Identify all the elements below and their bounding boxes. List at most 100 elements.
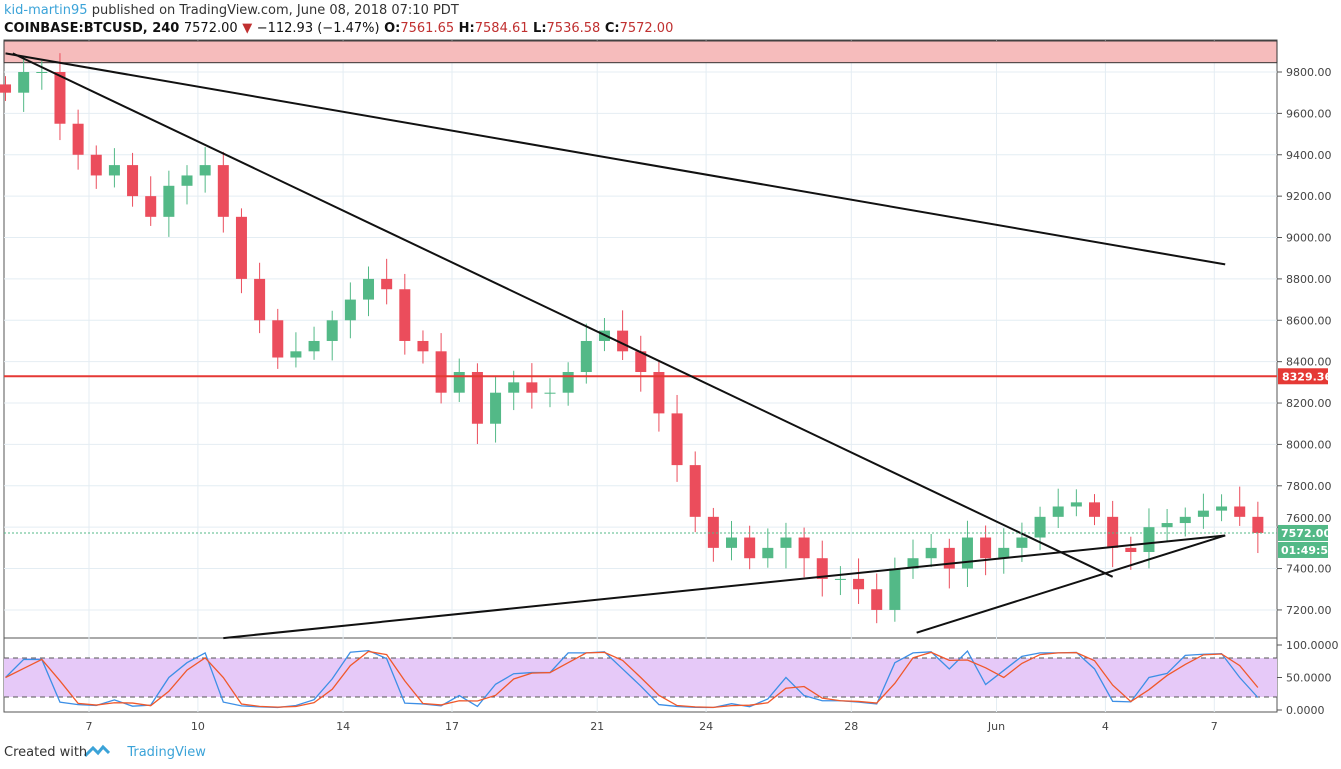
- candle-body: [726, 537, 738, 548]
- candle-body: [399, 289, 411, 341]
- candle-body: [798, 537, 810, 559]
- candle-body: [145, 196, 157, 217]
- last-price-bg: [1278, 524, 1328, 541]
- candle-body: [1197, 510, 1209, 517]
- last-price: 7572.00: [183, 21, 238, 36]
- candle-body: [1089, 502, 1101, 517]
- price-tick-label: 8400.00: [1286, 355, 1332, 368]
- candle-body: [1052, 506, 1064, 517]
- high-value: 7584.61: [474, 21, 529, 36]
- candle-body: [127, 165, 139, 197]
- price-tick-label: 9400.00: [1286, 149, 1332, 162]
- candle-body: [471, 372, 483, 424]
- candle-body: [108, 165, 120, 176]
- date-tick-label: 14: [336, 720, 350, 733]
- candle-body: [853, 578, 865, 590]
- price-tick-label: 8000.00: [1286, 438, 1332, 451]
- candle-body: [381, 278, 393, 290]
- candle-body: [526, 382, 538, 393]
- date-tick-label: 21: [590, 720, 604, 733]
- date-tick-label: 10: [191, 720, 205, 733]
- trendline: [5, 52, 1226, 266]
- candle-body: [762, 547, 774, 559]
- tradingview-link[interactable]: TradingView: [127, 745, 206, 760]
- candle-body: [1234, 506, 1246, 517]
- low-value: 7536.58: [546, 21, 601, 36]
- last-price-label: 7572.00: [1281, 527, 1331, 540]
- date-tick-label: 7: [1211, 720, 1218, 733]
- price-tick-label: 7600.00: [1286, 512, 1332, 525]
- candle-body: [199, 165, 211, 176]
- candle-body: [18, 72, 30, 93]
- candle-body: [272, 320, 284, 358]
- price-tick-label: 8600.00: [1286, 314, 1332, 327]
- candle-body: [36, 72, 48, 73]
- price-tick-label: 7200.00: [1286, 604, 1332, 617]
- candle-body: [980, 537, 992, 559]
- trendline: [223, 534, 1226, 640]
- candle-body: [508, 382, 520, 393]
- candle-body: [54, 72, 66, 124]
- candle-body: [72, 123, 84, 155]
- candle-body: [181, 175, 193, 186]
- price-tick-label: 9000.00: [1286, 232, 1332, 245]
- candle-body: [689, 465, 701, 517]
- price-tick-label: 7800.00: [1286, 480, 1332, 493]
- stoch-k-line: [5, 649, 1259, 709]
- candle-body: [544, 392, 556, 394]
- trendline: [12, 52, 1114, 578]
- candle-body: [326, 320, 338, 341]
- candle-body: [707, 516, 719, 548]
- o-label: O:: [384, 21, 401, 36]
- price-chart[interactable]: 9800.00 9600.00 9400.00 9200.00 9000.00 8800.…: [0, 0, 1341, 740]
- created-with: Created with: [4, 745, 88, 760]
- candle-body: [580, 340, 592, 373]
- date-tick-label: 7: [86, 720, 93, 733]
- stoch-tick-label: 50.0000: [1286, 672, 1332, 685]
- publish-info: kid-martin95 published on TradingView.co…: [4, 3, 459, 18]
- candle-body: [1107, 516, 1119, 548]
- candle-body: [617, 330, 629, 352]
- resistance-zone: [3, 40, 1278, 64]
- stoch-tick-label: 100.0000: [1286, 639, 1339, 652]
- candle-body: [1016, 537, 1028, 548]
- change: −112.93 (−1.47%): [256, 21, 380, 36]
- hline-label-bg: [1278, 368, 1328, 385]
- candle-body: [363, 278, 375, 300]
- stoch-d-line: [5, 650, 1259, 709]
- candle-body: [635, 351, 647, 373]
- countdown-label: 01:49:57: [1281, 544, 1336, 557]
- candle-body: [653, 372, 665, 414]
- candle-body: [1179, 516, 1191, 524]
- publish-text: published on TradingView.com, June 08, 2…: [91, 3, 459, 18]
- h-label: H:: [458, 21, 475, 36]
- date-tick-label: 24: [699, 720, 713, 733]
- footer: Created with TradingView: [4, 745, 206, 760]
- trendline: [916, 534, 1226, 634]
- tradingview-logo-icon: [84, 744, 110, 758]
- candle-body: [1125, 547, 1137, 553]
- author-link[interactable]: kid-martin95: [4, 3, 88, 18]
- candle-body: [453, 372, 465, 393]
- candle-body: [1143, 527, 1155, 553]
- candle-body: [490, 392, 502, 424]
- candle-body: [344, 299, 356, 321]
- price-tick-label: 8200.00: [1286, 397, 1332, 410]
- l-label: L:: [533, 21, 547, 36]
- candle-body: [235, 216, 247, 279]
- candle-body: [961, 537, 973, 569]
- candle-body: [562, 372, 574, 393]
- candle-body: [889, 568, 901, 610]
- date-tick-label: 28: [844, 720, 858, 733]
- candle-body: [0, 84, 12, 93]
- candle-body: [90, 154, 102, 176]
- symbol-info: COINBASE:BTCUSD, 240 7572.00 ▼ −112.93 (…: [4, 21, 673, 36]
- stoch-tick-label: 0.0000: [1286, 704, 1325, 717]
- hline-label: 8329.36: [1282, 370, 1332, 383]
- date-tick-label: Jun: [987, 720, 1005, 733]
- candle-body: [435, 351, 447, 393]
- candle-body: [816, 558, 828, 579]
- countdown-bg: [1278, 541, 1328, 558]
- candle-body: [925, 547, 937, 559]
- close-value: 7572.00: [619, 21, 674, 36]
